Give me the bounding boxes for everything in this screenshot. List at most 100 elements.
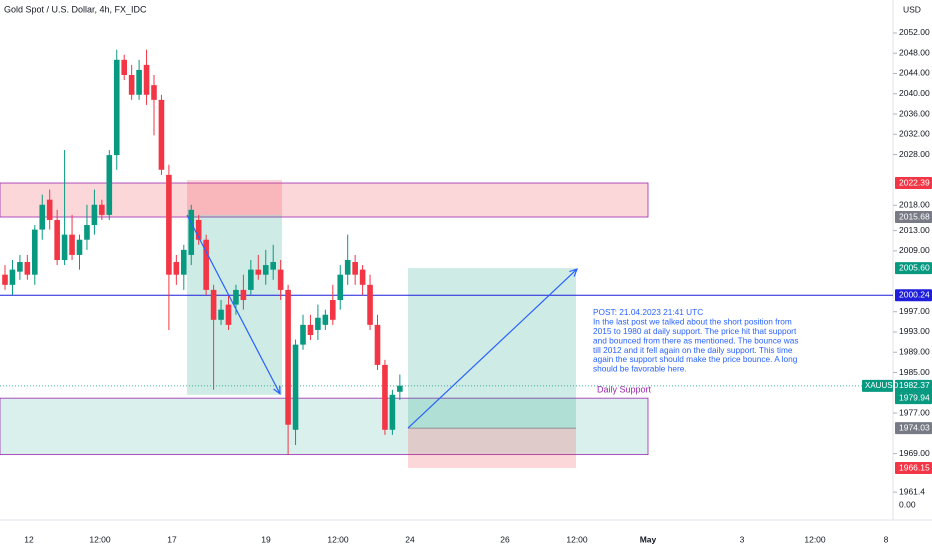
candle-body	[173, 262, 180, 275]
candle-body	[322, 314, 329, 325]
candle-body	[158, 99, 165, 170]
y-tick-label: 2048.00	[899, 47, 930, 57]
candle-body	[69, 234, 75, 255]
candle-body	[270, 262, 276, 270]
price-tag-bg	[895, 211, 932, 224]
price-tag-label: 1979.94	[899, 392, 930, 402]
candle-body	[188, 209, 195, 255]
candle-body	[367, 284, 373, 325]
candle-body	[54, 219, 60, 260]
candle-body	[32, 229, 38, 275]
candle-body	[9, 269, 16, 285]
candle-body	[136, 69, 142, 95]
y-tick-label: 1969.00	[899, 448, 930, 458]
y-tick-label: 2044.00	[899, 68, 930, 78]
y-tick-label: 1985.00	[899, 367, 930, 377]
currency: USD	[903, 4, 921, 14]
short-arrow-head	[273, 385, 281, 396]
y-tick-label: 2009.00	[899, 245, 930, 255]
candle-body	[240, 289, 247, 301]
candle-body	[2, 274, 8, 285]
price-tag-bg	[895, 289, 932, 302]
long-arrow	[407, 268, 578, 429]
candle-body	[76, 239, 83, 255]
y-tick-label: 1989.00	[899, 346, 930, 356]
price-tag-label: 2022.39	[899, 177, 930, 187]
short-arrow	[186, 214, 281, 395]
candle-body	[24, 262, 31, 275]
y-tick-label: 1961.4	[899, 486, 925, 496]
y-tick-label: 2032.00	[899, 129, 930, 139]
candle-body	[106, 155, 113, 215]
candle-body	[330, 300, 336, 320]
x-tick-label: 3	[740, 534, 745, 544]
support-zone-label: Daily Support	[597, 385, 652, 395]
price-tag-bg	[895, 422, 932, 435]
candle-body	[143, 64, 150, 95]
annotation-line: 2015 to 1980 at daily support. The price…	[593, 326, 797, 336]
y-tick-label: 2013.00	[899, 225, 930, 235]
y-tick-label: 2052.00	[899, 27, 930, 37]
candle-body	[210, 289, 217, 320]
candle-body	[374, 324, 381, 365]
y-tick-label: 2036.00	[899, 108, 930, 118]
annotation-line: POST: 21.04.2023 21:41 UTC	[593, 307, 703, 317]
candle-body	[397, 385, 403, 392]
price-tag-label: 2000.24	[899, 290, 930, 300]
candle-body	[352, 262, 358, 275]
y-tick-label: 1997.00	[899, 306, 930, 316]
candle-body	[99, 204, 105, 215]
annotation-line: and bounced from there as mentioned. The…	[593, 335, 799, 345]
price-tag-bg	[895, 392, 932, 405]
price-tag-bg	[895, 262, 932, 275]
candle-body	[344, 260, 351, 275]
candle-body	[382, 364, 388, 430]
candle-body	[218, 309, 224, 320]
price-tag-label: 2005.60	[899, 262, 930, 272]
price-tag-bg	[895, 462, 932, 475]
y-tick-label: 2018.00	[899, 200, 930, 210]
x-tick-label: 26	[500, 534, 510, 544]
candle-body	[195, 219, 202, 240]
annotation-line: should be favorable here.	[593, 364, 687, 374]
candle-body	[121, 59, 127, 76]
candle-body	[337, 274, 344, 301]
candle-body	[248, 269, 254, 290]
y-tick-label: 2028.00	[899, 149, 930, 159]
candle-body	[285, 289, 291, 425]
candle-body	[203, 239, 209, 290]
symbol-tag-bg	[862, 379, 893, 392]
price-tag-label: 2015.68	[899, 211, 930, 221]
bottom-pane-label: 0.00	[899, 499, 916, 509]
short-stop-area	[187, 179, 282, 215]
price-axis-bg	[893, 0, 932, 550]
candle-body	[113, 59, 120, 156]
candle-body	[359, 269, 366, 285]
x-tick-label: 12:00	[89, 534, 111, 544]
price-tag-label: 1982.37	[899, 380, 930, 390]
x-tick-label: 12	[24, 534, 34, 544]
price-tag-label: 1974.03	[899, 422, 930, 432]
annotation-line: again the support should make the price …	[593, 354, 798, 364]
candle-body	[262, 265, 269, 275]
candle-body	[389, 394, 396, 430]
x-tick-label: 19	[261, 534, 271, 544]
x-tick-label: 24	[405, 534, 415, 544]
chart-title: Gold Spot / U.S. Dollar, 4h, FX_IDC	[4, 4, 147, 14]
candle-body	[17, 262, 23, 272]
y-tick-label: 2040.00	[899, 88, 930, 98]
candle-body	[225, 304, 232, 325]
candle-body	[300, 324, 306, 345]
candle-body	[46, 199, 53, 220]
long-stop-area	[408, 428, 576, 469]
y-tick-label: 1977.00	[899, 407, 930, 417]
candle-body	[61, 234, 68, 260]
candle-body	[151, 85, 157, 100]
candle-body	[255, 269, 262, 275]
symbol-tag-label: XAUUSD	[865, 381, 899, 390]
price-tag-bg	[895, 177, 932, 190]
candle-body	[166, 174, 172, 275]
x-tick-label: 12:00	[327, 534, 349, 544]
candle-body	[307, 324, 314, 336]
